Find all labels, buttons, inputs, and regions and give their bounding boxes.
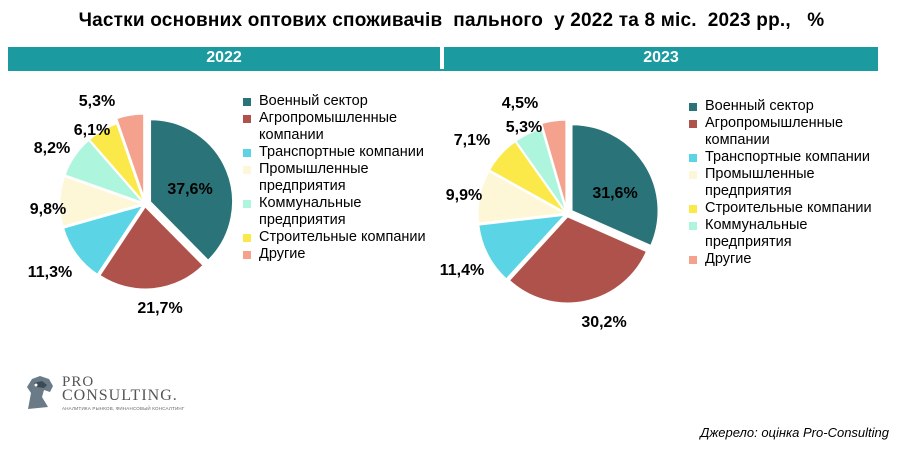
legend-label: Другие [259,246,306,262]
pie-label-2022-промышленные-предприятия: 9,8% [30,201,66,218]
pie-slice-2023-транспортные-компании [478,214,566,280]
legend-swatch [243,115,251,123]
legend-item-2023-коммунальные-предприятия: Коммунальные предприятия [689,217,879,251]
legend-swatch [689,256,697,264]
legend-label: Промышленные предприятия [705,166,815,199]
legend-swatch [689,103,697,111]
legend-label: Другие [705,251,752,267]
legend-item-2023-другие: Другие [689,251,879,268]
legend-swatch [243,251,251,259]
legend-label: Коммунальные предприятия [705,217,808,250]
legend-2022: Военный сектор Агропромышленные компании Т… [243,93,433,263]
legend-label: Транспортные компании [705,149,870,165]
chart-title: Частки основних оптових споживачів пальн… [78,10,825,31]
horse-logo-icon [22,373,58,411]
pie-label-2022-агропромышленные-компании: 21,7% [137,300,182,317]
pie-slice-2023-агропромышленные-компании [508,216,647,304]
pie-label-2023-агропромышленные-компании: 30,2% [581,314,626,331]
legend-item-2022-агропромышленные-компании: Агропромышленные компании [243,110,433,144]
pie-slice-2023-другие [541,119,567,207]
legend-item-2023-промышленные-предприятия: Промышленные предприятия [689,166,879,200]
legend-label: Военный сектор [259,93,368,109]
logo-text-consulting: CONSULTING. [62,387,178,404]
year-header-2022: 2022 [8,47,440,69]
pie-label-2022-коммунальные-предприятия: 8,2% [34,140,70,157]
year-header-2023: 2023 [444,47,878,69]
legend-label: Военный сектор [705,98,814,114]
legend-item-2022-транспортные-компании: Транспортные компании [243,144,433,161]
pie-slice-2022-военный-сектор [150,119,234,261]
legend-item-2022-строительные-компании: Строительные компании [243,229,433,246]
pie-slice-2023-строительные-компании [488,141,566,213]
pie-slice-2023-коммунальные-предприятия [515,128,567,212]
pie-slice-2023-военный-сектор [571,124,659,247]
pie-label-2022-транспортные-компании: 11,3% [28,264,72,281]
pie-slice-2022-агропромышленные-компании [99,206,204,290]
pie-label-2023-промышленные-предприятия: 9,9% [446,187,482,204]
legend-swatch [243,234,251,242]
legend-label: Агропромышленные компании [259,110,398,143]
pie-label-2023-коммунальные-предприятия: 5,3% [506,119,542,136]
pie-slice-2022-другие [116,113,145,197]
pie-label-2023-транспортные-компании: 11,4% [440,262,484,279]
legend-swatch [243,98,251,106]
pie-label-2023-строительные-компании: 7,1% [454,132,490,149]
legend-item-2022-промышленные-предприятия: Промышленные предприятия [243,161,433,195]
legend-item-2023-военный-сектор: Военный сектор [689,98,879,115]
legend-label: Агропромышленные компании [705,115,844,148]
legend-swatch [689,171,697,179]
legend-swatch [689,154,697,162]
logo-tagline: АНАЛИТИКА РЫНКОВ, ФИНАНСОВЫЙ КОНСАЛТИНГ [62,406,185,411]
legend-label: Транспортные компании [259,144,424,160]
pro-consulting-logo: PRO CONSULTING. АНАЛИТИКА РЫНКОВ, ФИНАНС… [22,373,222,413]
pie-slice-2022-промышленные-предприятия [59,175,144,227]
source-note: Джерело: оцінка Pro-Consulting [700,425,889,440]
legend-label: Строительные компании [705,200,872,216]
logo-text-pro: PRO [62,374,95,390]
pie-slice-2022-коммунальные-предприятия [64,139,145,204]
legend-item-2022-военный-сектор: Военный сектор [243,93,433,110]
legend-swatch [243,200,251,208]
legend-swatch [243,149,251,157]
legend-swatch [689,120,697,128]
pie-slice-2022-строительные-компании [88,123,144,202]
legend-label: Промышленные предприятия [259,161,369,194]
legend-label: Строительные компании [259,229,426,245]
pie-label-2022-строительные-компании: 6,1% [74,122,110,139]
legend-label: Коммунальные предприятия [259,195,362,228]
legend-item-2022-другие: Другие [243,246,433,263]
pie-slice-2023-промышленные-предприятия [477,170,566,224]
legend-item-2023-строительные-компании: Строительные компании [689,200,879,217]
pie-label-2022-другие: 5,3% [79,93,115,110]
legend-2023: Военный сектор Агропромышленные компании Т… [689,98,879,268]
legend-item-2023-транспортные-компании: Транспортные компании [689,149,879,166]
header-divider [8,69,878,71]
legend-swatch [689,205,697,213]
legend-item-2022-коммунальные-предприятия: Коммунальные предприятия [243,195,433,229]
pie-label-2022-военный-сектор: 37,6% [167,181,212,198]
pie-label-2023-военный-сектор: 31,6% [592,185,637,202]
pie-slice-2022-транспортные-компании [63,204,144,275]
legend-swatch [243,166,251,174]
legend-swatch [689,222,697,230]
pie-label-2023-другие: 4,5% [502,95,538,112]
legend-item-2023-агропромышленные-компании: Агропромышленные компании [689,115,879,149]
